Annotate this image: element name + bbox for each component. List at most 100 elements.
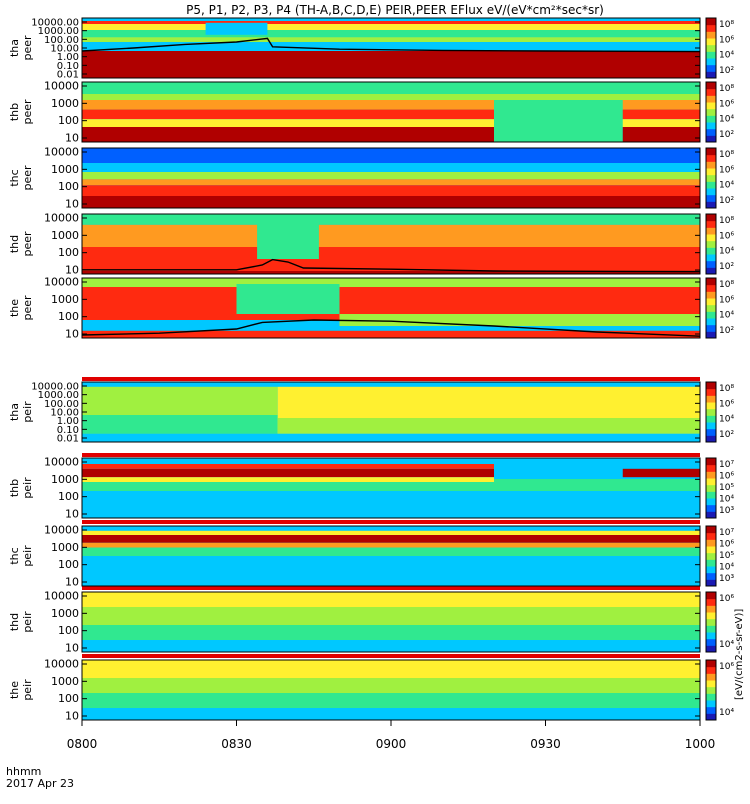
x-tick-label: 0900 xyxy=(376,737,407,751)
band-2 xyxy=(82,30,700,38)
separator-stripe-2 xyxy=(82,520,700,524)
colorbar-tick-label: 10⁸ xyxy=(719,384,734,394)
colorbar-tick-label: 10⁴ xyxy=(719,247,734,257)
colorbar-step xyxy=(706,504,716,512)
band-1 xyxy=(82,24,700,30)
colorbar-step xyxy=(706,174,716,182)
y-tick-label: 10.00 xyxy=(50,408,79,419)
y-tick-label: 100 xyxy=(58,180,79,193)
colorbar-tick-label: 10² xyxy=(719,196,734,206)
probe-label: the xyxy=(8,681,21,699)
colorbar-tick-label: 10⁴ xyxy=(719,181,734,191)
colorbar-step xyxy=(706,128,716,136)
panel-thc-peer: 10000 1000 100 10 thc peer 10⁸ 10⁶ 10⁴ 10² xyxy=(8,146,734,211)
colorbar-frame xyxy=(705,525,717,587)
colorbar-step xyxy=(706,645,716,653)
colorbar-tick-label: 10² xyxy=(719,326,734,336)
colorbar-step xyxy=(706,408,716,416)
colorbar-step xyxy=(706,331,716,339)
y-tick-label: 100 xyxy=(58,114,79,127)
probe-label: thb xyxy=(8,479,21,497)
colorbar-step xyxy=(706,194,716,202)
colorbar-tick-label: 10² xyxy=(719,130,734,140)
y-tick-label: 10000.00 xyxy=(31,382,79,393)
y-tick-label: 0.01 xyxy=(57,434,79,445)
y-tick-label: 10000 xyxy=(44,80,79,93)
colorbar-step xyxy=(706,660,716,668)
y-tick-label: 100.00 xyxy=(44,35,79,46)
band-3 xyxy=(82,542,700,548)
band-2 xyxy=(82,678,700,693)
y-tick-label: 10 xyxy=(65,132,79,145)
colorbar-step xyxy=(706,102,716,110)
colorbar-step xyxy=(706,311,716,319)
band-3 xyxy=(82,179,700,186)
colorbar-step xyxy=(706,324,716,332)
y-tick-label: 100 xyxy=(58,490,79,503)
colorbar-step xyxy=(706,713,716,721)
band-0 xyxy=(82,82,700,94)
y-tick-label: 10000 xyxy=(44,212,79,225)
colorbar-frame xyxy=(705,147,717,209)
colorbar-tick-label: 10⁸ xyxy=(719,280,734,290)
instrument-label: peer xyxy=(21,35,34,61)
band-2 xyxy=(82,247,700,271)
colorbar-tick-label: 10⁵ xyxy=(719,551,734,561)
colorbar-tick-label: 10⁴ xyxy=(719,708,734,718)
y-tick-label: 0.01 xyxy=(57,70,79,81)
colorbar-step xyxy=(706,428,716,436)
colorbar: 10⁸ 10⁶ 10⁴ 10² xyxy=(705,277,734,339)
band-5 xyxy=(82,127,494,142)
colorbar: 10⁸ 10⁶ 10⁴ 10² xyxy=(705,17,734,79)
band-1 xyxy=(82,660,700,678)
band-1 xyxy=(82,415,278,434)
x-tick-label: 0800 xyxy=(67,737,98,751)
density-curve xyxy=(81,319,701,337)
instrument-label: peir xyxy=(21,477,34,499)
colorbar-step xyxy=(706,471,716,479)
colorbar-tick-label: 10⁶ xyxy=(719,540,734,550)
colorbar-tick-label: 10⁴ xyxy=(719,640,734,650)
colorbar-frame xyxy=(705,381,717,443)
density-curve xyxy=(81,37,701,53)
figure-title: P5, P1, P2, P3, P4 (TH-A,B,C,D,E) PEIR,P… xyxy=(186,3,604,17)
colorbar-frame xyxy=(705,457,717,519)
colorbar-tick-label: 10⁸ xyxy=(719,84,734,94)
band-0 xyxy=(82,148,700,163)
colorbar-step xyxy=(706,532,716,540)
colorbar-step xyxy=(706,579,716,587)
band-3 xyxy=(82,708,700,720)
colorbar-tick-label: 10⁴ xyxy=(719,563,734,573)
colorbar-step xyxy=(706,388,716,396)
colorbar-tick-label: 10⁸ xyxy=(719,20,734,30)
colorbar-step xyxy=(706,71,716,79)
colorbar-step xyxy=(706,135,716,143)
density-curve xyxy=(82,258,701,273)
instrument-label: peer xyxy=(21,165,34,191)
colorbar-step xyxy=(706,220,716,228)
colorbar-frame xyxy=(705,81,717,143)
colorbar-step xyxy=(706,700,716,708)
y-tick-label: 10 xyxy=(65,198,79,211)
spectrogram-panels: 10000.001000.00100.0010.001.000.100.01th… xyxy=(8,17,734,723)
colorbar-step xyxy=(706,511,716,519)
separator-stripe-1 xyxy=(82,453,700,457)
colorbar-step xyxy=(706,526,716,534)
colorbar-tick-label: 10⁴ xyxy=(719,495,734,505)
y-tick-label: 1000.00 xyxy=(38,26,79,37)
colorbar-step xyxy=(706,491,716,499)
y-tick-label: 10.00 xyxy=(50,44,79,55)
colorbar-step xyxy=(706,227,716,235)
colorbar-frame xyxy=(705,659,717,721)
band-2 xyxy=(236,284,340,314)
instrument-label: peir xyxy=(21,401,34,423)
colorbar-tick-label: 10⁶ xyxy=(719,594,734,604)
colorbar-step xyxy=(706,458,716,466)
colorbar-step xyxy=(706,161,716,169)
colorbar-tick-label: 10³ xyxy=(719,506,734,516)
y-tick-label: 100 xyxy=(58,624,79,637)
